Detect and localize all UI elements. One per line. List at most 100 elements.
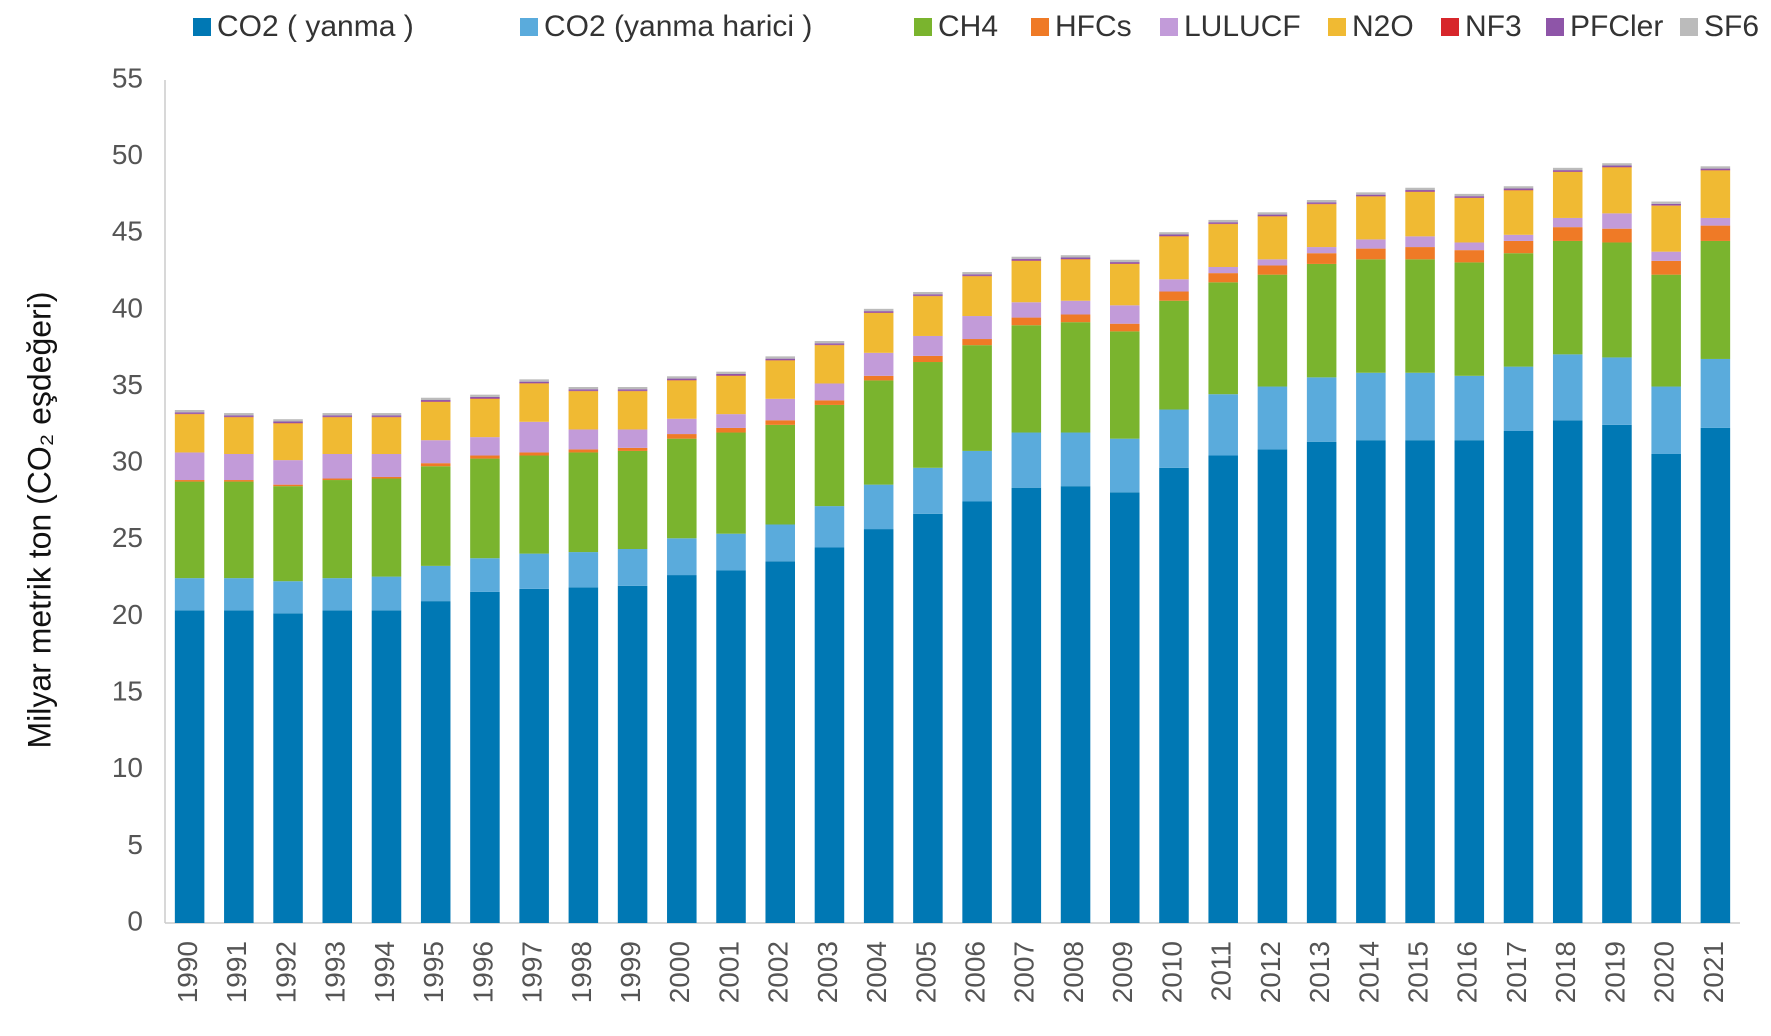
bar-segment — [1454, 262, 1485, 376]
bar-segment — [1503, 234, 1534, 241]
bar-segment — [1552, 167, 1583, 171]
bar-segment — [1257, 259, 1288, 266]
legend-label: CH4 — [938, 10, 998, 43]
y-tick-label: 10 — [112, 752, 143, 783]
bar-segment — [371, 478, 402, 577]
x-tick-label: 1993 — [320, 941, 351, 1003]
bar-segment — [1503, 188, 1534, 191]
bar-segment — [913, 467, 943, 514]
x-tick-label: 2004 — [861, 941, 892, 1003]
bar-segment — [568, 552, 599, 588]
x-tick-label: 2011 — [1206, 941, 1237, 1001]
bar-segment — [1110, 438, 1140, 493]
bar-segment — [1602, 165, 1632, 168]
bar-segment — [322, 478, 353, 481]
legend-label: NF3 — [1465, 10, 1522, 43]
bar-segment — [322, 610, 353, 923]
bar-segment — [568, 452, 599, 553]
legend-swatch — [520, 18, 538, 36]
bar-segment — [1602, 242, 1632, 358]
bar-segment — [1011, 432, 1042, 488]
bar-segment — [1060, 322, 1091, 433]
bar-segment — [617, 450, 648, 550]
bar-segment — [1454, 250, 1485, 263]
y-tick-label: 50 — [112, 139, 143, 170]
x-tick-label: 1991 — [221, 941, 252, 1003]
x-tick-label: 2021 — [1698, 941, 1729, 1003]
bar-segment — [1700, 240, 1731, 359]
y-tick-label: 55 — [112, 62, 143, 93]
bar-segment — [1405, 191, 1435, 237]
bar-segment — [371, 413, 402, 416]
bar-segment — [1159, 279, 1189, 292]
bar-segment — [1552, 171, 1583, 218]
x-tick-label: 1992 — [270, 941, 301, 1003]
bar-segment — [322, 415, 353, 417]
bar-segment — [1700, 217, 1731, 226]
bar-segment — [1159, 300, 1189, 410]
bar-segment — [174, 481, 205, 579]
bar-segment — [1208, 219, 1238, 223]
bar-segment — [1405, 247, 1435, 260]
bar-segment — [1257, 216, 1288, 260]
bar-segment — [1110, 263, 1140, 306]
y-tick-label: 35 — [112, 369, 143, 400]
bar-segment — [1405, 190, 1435, 192]
x-tick-label: 2001 — [713, 941, 744, 1003]
bar-segment — [1306, 202, 1337, 204]
bar-segment — [1110, 331, 1140, 439]
bar-segment — [1257, 214, 1288, 217]
bar-segment — [1651, 453, 1681, 923]
bar-segment — [1257, 212, 1288, 215]
bar-segment — [273, 581, 303, 614]
bar-segment — [1306, 200, 1337, 203]
bar-segment — [1503, 186, 1534, 189]
bar-segment — [420, 466, 451, 566]
bar-segment — [716, 533, 746, 571]
bar-segment — [1011, 256, 1042, 260]
bar-segment — [1552, 354, 1583, 421]
bar-segment — [1257, 265, 1288, 275]
bar-segment — [814, 506, 845, 548]
bar-segment — [470, 394, 500, 397]
bar-segment — [1651, 260, 1681, 275]
bar-segment — [716, 371, 746, 374]
x-tick-label: 2005 — [910, 941, 941, 1003]
bar-segment — [1602, 213, 1632, 229]
bar-segment — [1060, 255, 1091, 258]
bar-segment — [1552, 227, 1583, 241]
bar-segment — [913, 355, 943, 363]
bar-segment — [1110, 323, 1140, 332]
legend-swatch — [193, 18, 211, 36]
bar-segment — [174, 578, 205, 611]
bar-segment — [814, 547, 845, 923]
bar-segment — [1208, 266, 1238, 274]
bar-segment — [1651, 274, 1681, 387]
y-tick-label: 45 — [112, 216, 143, 247]
bar-segment — [913, 513, 943, 923]
bar-segment — [420, 401, 451, 441]
bar-segment — [322, 578, 353, 611]
bar-segment — [568, 587, 599, 923]
bar-segment — [913, 362, 943, 468]
bar-segment — [1405, 187, 1435, 191]
bar-segment — [1306, 204, 1337, 248]
bar-segment — [1257, 449, 1288, 923]
bar-segment — [1060, 432, 1091, 487]
bar-segment — [765, 358, 795, 361]
bar-segment — [1208, 282, 1238, 395]
bar-segment — [716, 432, 746, 534]
bar-segment — [519, 383, 549, 422]
bar-segment — [1356, 372, 1386, 441]
bar-segment — [1454, 242, 1485, 251]
x-tick-label: 2010 — [1156, 941, 1187, 1003]
bar-segment — [1602, 357, 1632, 425]
bar-segment — [470, 591, 500, 923]
bar-segment — [667, 575, 697, 923]
bar-segment — [716, 427, 746, 433]
bar-segment — [224, 578, 254, 611]
bar-segment — [1503, 366, 1534, 431]
x-tick-label: 2019 — [1599, 941, 1630, 1003]
bar-segment — [568, 449, 599, 453]
